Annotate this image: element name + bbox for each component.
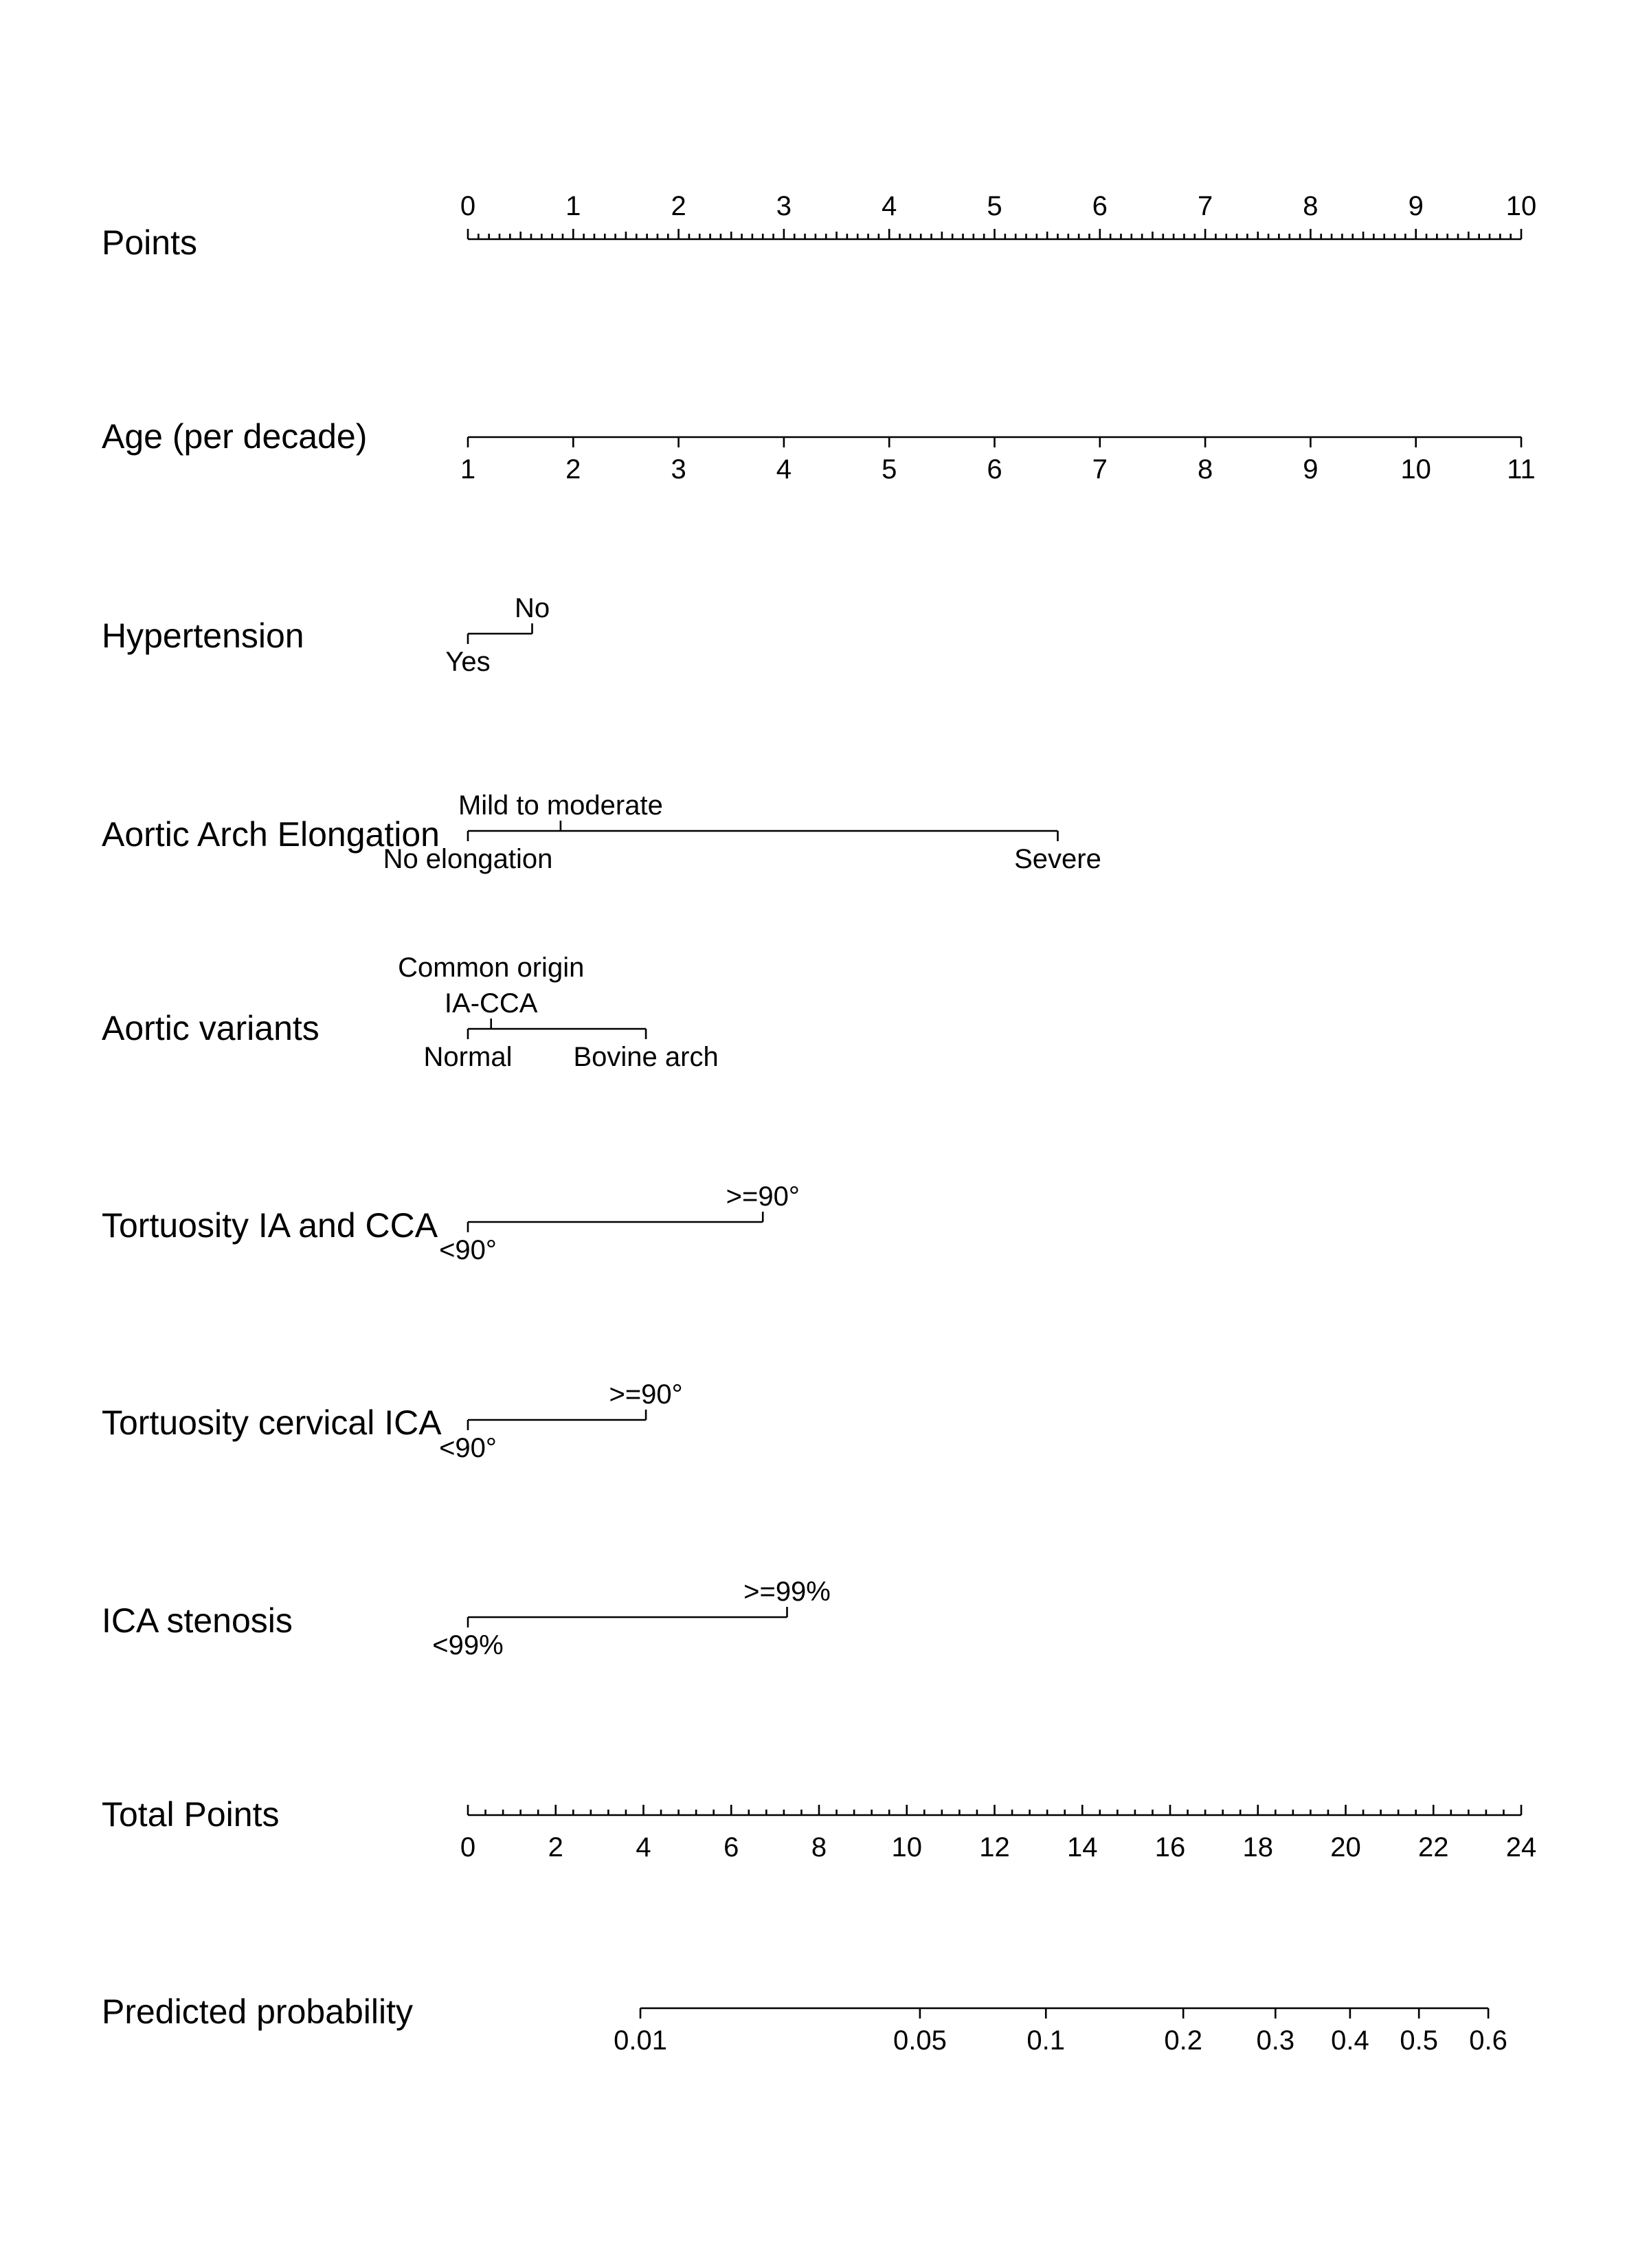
total-tick-label: 12 bbox=[979, 1832, 1010, 1863]
age-tick-label: 10 bbox=[1400, 454, 1431, 485]
row-label: Aortic Arch Elongation bbox=[102, 815, 440, 854]
level-label-90: <90° bbox=[439, 1235, 497, 1265]
total-tick-label: 20 bbox=[1330, 1832, 1361, 1863]
probability-tick-label: 0.3 bbox=[1256, 2025, 1294, 2056]
probability-tick-label: 0.4 bbox=[1331, 2025, 1369, 2056]
age-tick-label: 4 bbox=[776, 454, 792, 485]
row-label: ICA stenosis bbox=[102, 1601, 293, 1640]
level-label-99: <99% bbox=[432, 1630, 503, 1660]
probability-tick-label: 0.6 bbox=[1469, 2025, 1507, 2056]
total-tick-label: 0 bbox=[460, 1832, 475, 1863]
row-label: Total Points bbox=[102, 1795, 279, 1834]
level-label-mild-to-moderate: Mild to moderate bbox=[458, 790, 663, 821]
nomogram-row-7: ICA stenosis <99% >=99% bbox=[102, 1577, 831, 1660]
row-label: Aortic variants bbox=[102, 1009, 319, 1047]
total-tick-label: 8 bbox=[811, 1832, 827, 1863]
row-label: Age (per decade) bbox=[102, 417, 367, 456]
nomogram-row-5: Tortuosity IA and CCA<90° >=90° bbox=[102, 1181, 800, 1265]
probability-tick-label: 0.1 bbox=[1027, 2025, 1065, 2056]
age-tick-label: 3 bbox=[671, 454, 686, 485]
points-tick-label: 5 bbox=[987, 191, 1002, 221]
level-label-90: <90° bbox=[439, 1433, 497, 1463]
points-tick-label: 1 bbox=[565, 191, 581, 221]
nomogram-row-6: Tortuosity cervical ICA<90° >=90° bbox=[102, 1379, 683, 1463]
probability-tick-label: 0.5 bbox=[1400, 2025, 1438, 2056]
age-tick-label: 5 bbox=[882, 454, 897, 485]
age-tick-label: 7 bbox=[1092, 454, 1108, 485]
age-tick-label: 1 bbox=[460, 454, 475, 485]
total-tick-label: 22 bbox=[1418, 1832, 1449, 1863]
nomogram-row-2: Hypertension Yes No bbox=[102, 593, 550, 677]
age-tick-label: 9 bbox=[1303, 454, 1318, 485]
total-tick-label: 4 bbox=[636, 1832, 651, 1863]
total-tick-label: 10 bbox=[892, 1832, 923, 1863]
total-tick-label: 14 bbox=[1067, 1832, 1098, 1863]
age-tick-label: 11 bbox=[1507, 454, 1536, 485]
level-label-common-origin-ia-cca: Common origin IA-CCA bbox=[398, 953, 584, 1019]
total-tick-label: 16 bbox=[1155, 1832, 1186, 1863]
level-label-no-elongation: No elongation bbox=[383, 844, 553, 874]
level-label-yes: Yes bbox=[445, 647, 490, 677]
age-tick-label: 6 bbox=[987, 454, 1002, 485]
level-label-no: No bbox=[515, 593, 550, 623]
age-tick-label: 2 bbox=[565, 454, 581, 485]
total-tick-label: 6 bbox=[723, 1832, 739, 1863]
points-tick-label: 7 bbox=[1198, 191, 1213, 221]
row-label: Points bbox=[102, 223, 197, 262]
nomogram-row-9: Predicted probability 0.01 0.05 0.1 0.2 0.3 0.… bbox=[102, 1992, 1507, 2056]
points-tick-label: 6 bbox=[1092, 191, 1108, 221]
level-label-90: >=90° bbox=[726, 1181, 800, 1212]
points-tick-label: 8 bbox=[1303, 191, 1318, 221]
level-label-severe: Severe bbox=[1014, 844, 1101, 874]
nomogram-row-4: Aortic variants Normal Common origin IA-CCA… bbox=[102, 953, 719, 1072]
points-tick-label: 3 bbox=[776, 191, 792, 221]
age-tick-label: 8 bbox=[1198, 454, 1213, 485]
row-label: Tortuosity cervical ICA bbox=[102, 1403, 442, 1442]
points-tick-label: 10 bbox=[1506, 191, 1537, 221]
nomogram-row-1: Age (per decade) 1 2 3 4 5 6 7 8 9 10 11 bbox=[102, 417, 1536, 485]
probability-tick-label: 0.05 bbox=[893, 2025, 947, 2056]
total-tick-label: 18 bbox=[1243, 1832, 1274, 1863]
points-tick-label: 2 bbox=[671, 191, 686, 221]
level-label-90: >=90° bbox=[609, 1379, 682, 1410]
level-label-bovine-arch: Bovine arch bbox=[573, 1042, 718, 1072]
level-label-99: >=99% bbox=[743, 1577, 831, 1607]
total-tick-label: 24 bbox=[1506, 1832, 1537, 1863]
points-tick-label: 4 bbox=[882, 191, 897, 221]
probability-tick-label: 0.2 bbox=[1164, 2025, 1202, 2056]
points-tick-label: 9 bbox=[1409, 191, 1424, 221]
row-label: Hypertension bbox=[102, 616, 304, 655]
row-label: Tortuosity IA and CCA bbox=[102, 1206, 438, 1245]
total-tick-label: 2 bbox=[548, 1832, 563, 1863]
points-tick-label: 0 bbox=[460, 191, 475, 221]
probability-tick-label: 0.01 bbox=[614, 2025, 667, 2056]
level-label-normal: Normal bbox=[424, 1042, 513, 1072]
nomogram-row-0: Points 0 1 2 3 4 5 6 7 8 9 10 bbox=[102, 191, 1536, 262]
row-label: Predicted probability bbox=[102, 1992, 413, 2031]
